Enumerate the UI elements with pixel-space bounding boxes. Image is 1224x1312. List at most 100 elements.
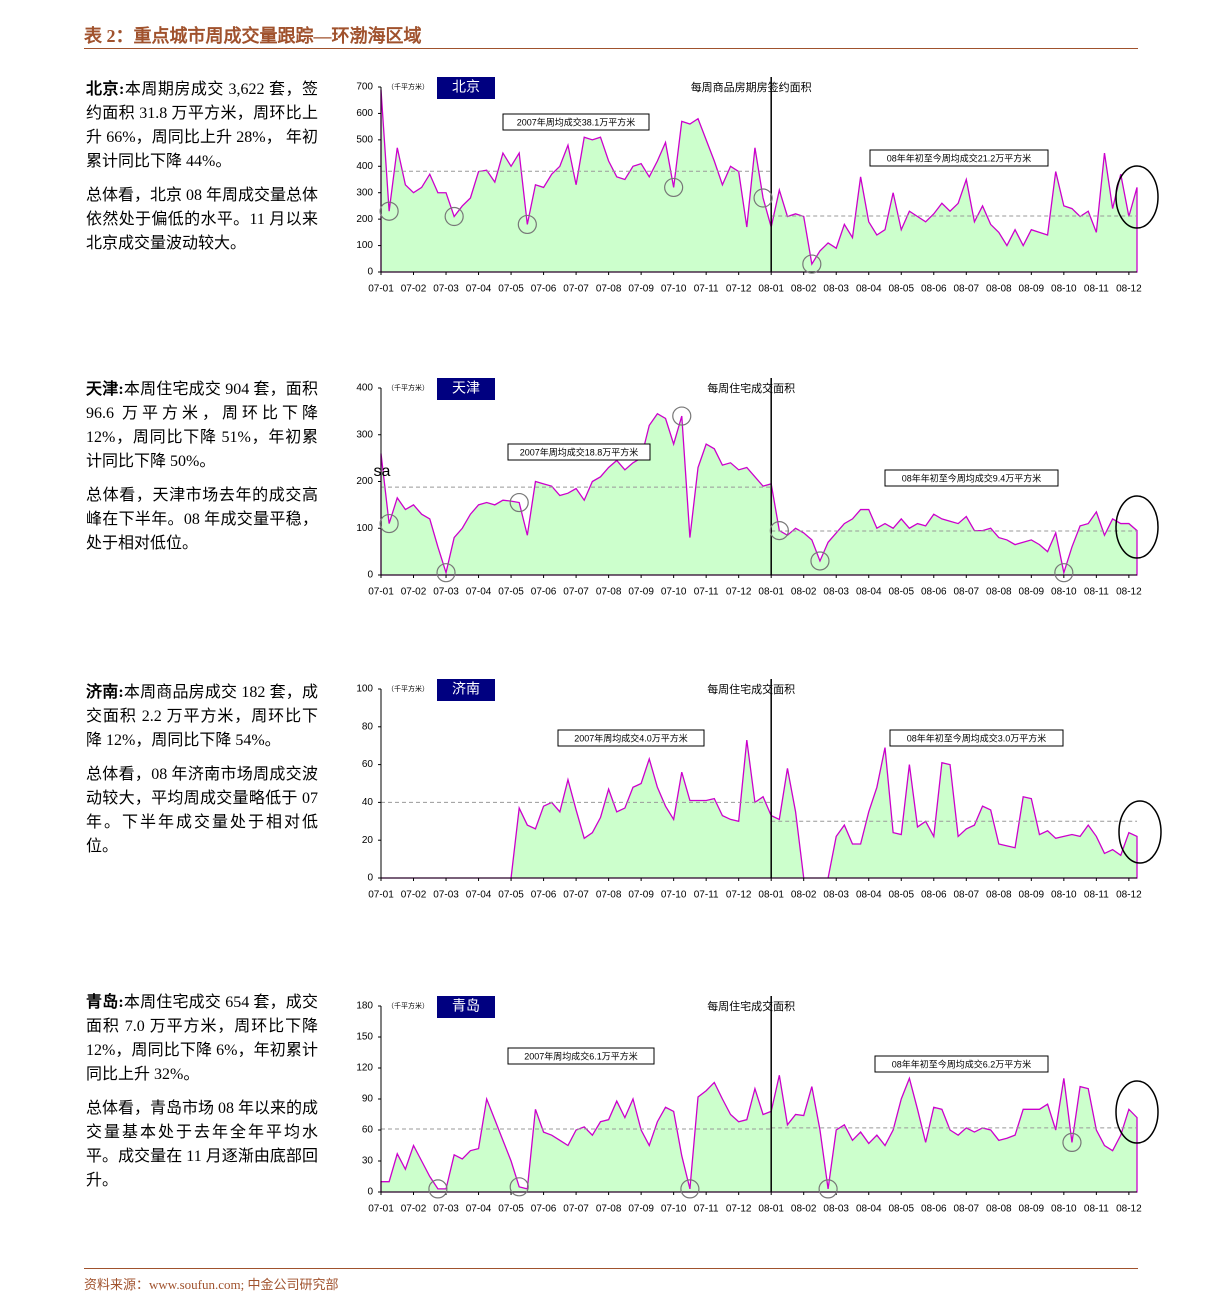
x-tick-label: 08-06: [921, 284, 947, 295]
x-tick-label: 08-03: [823, 1204, 849, 1215]
x-tick-label: 07-05: [498, 284, 524, 295]
x-tick-label: 07-11: [694, 587, 719, 598]
x-tick-label: 08-11: [1084, 890, 1109, 901]
highlight-circle: [672, 406, 692, 426]
y-tick-label: 0: [367, 570, 373, 581]
area: [380, 412, 1138, 576]
section-label: 青岛:: [86, 994, 124, 1011]
x-tick-label: 07-07: [563, 1204, 589, 1215]
x-tick-label: 08-11: [1084, 1204, 1109, 1215]
x-tick-label: 07-12: [726, 284, 752, 295]
x-tick-label: 08-12: [1116, 1204, 1142, 1215]
section: 北京:本周期房成交 3,622 套，签约面积 31.8 万平方米，周环比上升 6…: [86, 78, 318, 266]
highlight-circle: [428, 1179, 448, 1199]
x-tick-label: 08-11: [1084, 587, 1109, 598]
y-tick-label: 150: [356, 1032, 373, 1043]
chart-title: 每周住宅成交面积: [707, 999, 795, 1013]
highlight-ellipse: [1115, 165, 1159, 229]
x-tick-label: 08-08: [986, 890, 1012, 901]
x-tick-label: 07-03: [433, 1204, 459, 1215]
highlight-circle: [1054, 563, 1074, 583]
x-tick-label: 07-03: [433, 284, 459, 295]
rule: [84, 48, 1138, 49]
section-label: 天津:: [86, 381, 124, 398]
x-tick-label: 08-05: [888, 1204, 914, 1215]
x-tick-label: 08-09: [1019, 284, 1045, 295]
x-tick-label: 07-06: [531, 890, 557, 901]
section-label: 济南:: [86, 684, 124, 701]
annotation-box: [502, 113, 650, 131]
x-tick-label: 08-09: [1019, 587, 1045, 598]
x-tick-label: 07-09: [628, 587, 654, 598]
x-tick-label: 08-08: [986, 284, 1012, 295]
x-tick-label: 08-07: [954, 284, 980, 295]
x-tick-label: 08-10: [1051, 284, 1077, 295]
x-tick-label: 08-11: [1084, 284, 1109, 295]
highlight-circle: [769, 520, 789, 541]
x-tick-label: 08-12: [1116, 890, 1142, 901]
x-tick-label: 08-04: [856, 587, 882, 598]
highlight-circle: [680, 1179, 700, 1199]
x-tick-label: 07-06: [531, 284, 557, 295]
annotation-text: 2007年周均成交6.1万平方米: [524, 1050, 638, 1061]
section-label: 北京:: [86, 81, 125, 98]
x-tick-label: 08-07: [954, 890, 980, 901]
city-badge: [437, 996, 495, 1018]
header-title: 表 2：重点城市周成交量跟踪—环渤海区域: [84, 26, 422, 46]
y-tick-label: 300: [356, 187, 373, 198]
annotation-text: 2007年周均成交38.1万平方米: [517, 116, 636, 127]
x-tick-label: 08-06: [921, 890, 947, 901]
y-tick-label: 100: [356, 684, 373, 695]
paragraph: 本周商品房成交 182 套，成交面积 2.2 万平方米，周环比下降 12%，周同…: [86, 684, 318, 749]
highlight-circle: [1062, 1132, 1082, 1153]
highlight-circle: [379, 201, 399, 221]
x-tick-label: 08-10: [1051, 1204, 1077, 1215]
x-tick-label: 08-09: [1019, 1204, 1045, 1215]
x-tick-label: 07-05: [498, 587, 524, 598]
highlight-circle: [517, 214, 537, 235]
paragraph: 本周住宅成交 904 套，面积 96.6 万平方米，周环比下降 12%，周同比下…: [86, 381, 318, 470]
x-tick-label: 07-08: [596, 587, 622, 598]
paragraph: 本周期房成交 3,622 套，签约面积 31.8 万平方米，周环比上升 66%，…: [86, 81, 318, 170]
highlight-circle: [509, 1177, 529, 1197]
x-tick-label: 08-05: [888, 284, 914, 295]
x-tick-label: 07-10: [661, 284, 687, 295]
y-tick-label: 300: [356, 429, 373, 440]
x-tick-label: 07-04: [466, 1204, 492, 1215]
annotation: sa: [374, 463, 391, 480]
x-tick-label: 07-05: [498, 1204, 524, 1215]
x-tick-label: 07-04: [466, 587, 492, 598]
annotation-box: [889, 729, 1064, 747]
x-tick-label: 07-03: [433, 890, 459, 901]
highlight-circle: [664, 177, 684, 198]
y-tick-label: 200: [356, 476, 373, 487]
x-tick-label: 08-07: [954, 1204, 980, 1215]
chart-title: 每周住宅成交面积: [707, 381, 795, 395]
area: [380, 1075, 1138, 1193]
annotation-box: [557, 729, 705, 747]
y-tick-label: 700: [356, 82, 373, 93]
x-tick-label: 07-01: [368, 284, 394, 295]
x-tick-label: 07-05: [498, 890, 524, 901]
x-tick-label: 08-02: [791, 587, 817, 598]
x-tick-label: 07-10: [661, 890, 687, 901]
city: 北京: [452, 79, 480, 95]
y-tick-label: 90: [362, 1094, 374, 1105]
x-tick-label: 07-07: [563, 284, 589, 295]
x-tick-label: 08-09: [1019, 890, 1045, 901]
annotation-text: 2007年周均成交18.8万平方米: [520, 446, 639, 457]
y-tick-label: 600: [356, 108, 373, 119]
highlight-ellipse: [1118, 800, 1162, 864]
y-tick-label: 500: [356, 134, 373, 145]
annotation-box: [869, 149, 1049, 167]
rule: [84, 1268, 1138, 1269]
x-tick-label: 07-12: [726, 890, 752, 901]
x-tick-label: 08-02: [791, 1204, 817, 1215]
area: [380, 89, 1138, 273]
paragraph: 总体看，北京 08 年周成交量总体依然处于偏低的水平。11 月以来北京成交量波动…: [86, 187, 319, 252]
x-tick-label: 07-02: [401, 890, 427, 901]
x-tick-label: 08-01: [758, 587, 784, 598]
x-tick-label: 08-04: [856, 284, 882, 295]
x-tick-label: 07-12: [726, 587, 752, 598]
annotation-box: [884, 469, 1059, 487]
